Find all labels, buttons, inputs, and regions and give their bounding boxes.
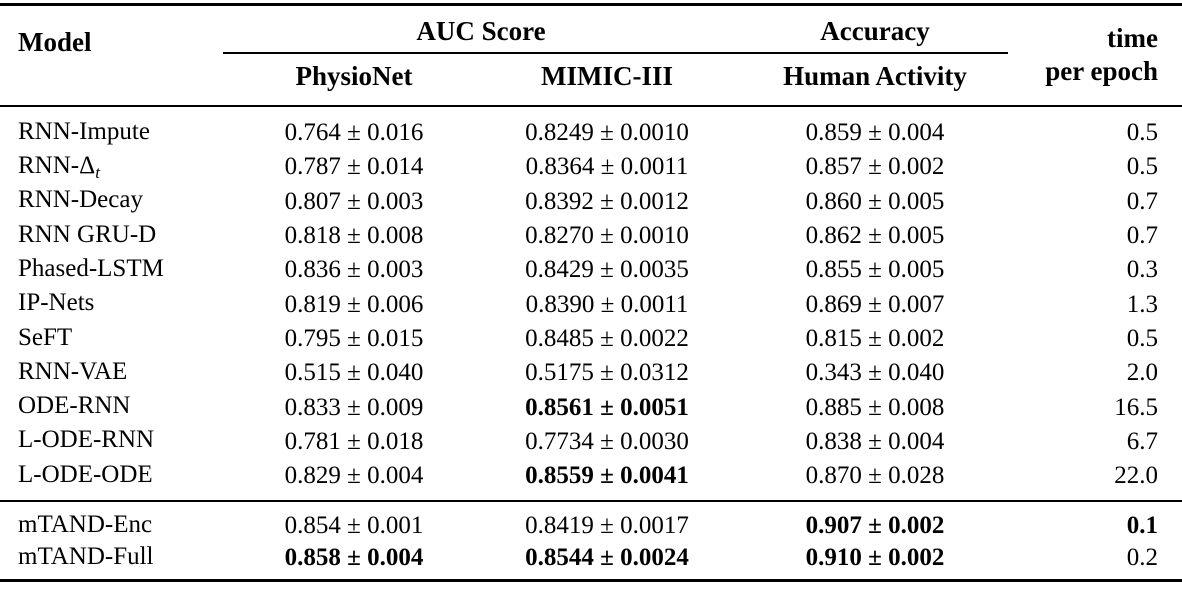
activity-cell: 0.860 ± 0.005: [805, 187, 945, 215]
model-cell: ODE-RNN: [18, 392, 131, 420]
mimic-cell: 0.8364 ± 0.0011: [525, 153, 689, 181]
model-cell: L-ODE-RNN: [18, 426, 155, 454]
physionet-cell: 0.781 ± 0.018: [284, 427, 424, 455]
activity-cell: 0.343 ± 0.040: [805, 359, 945, 387]
physionet-cell: 0.858 ± 0.004: [284, 544, 424, 571]
model-cell: RNN-VAE: [18, 357, 128, 385]
activity-cell: 0.855 ± 0.005: [805, 256, 945, 284]
column-header-time-per-epoch: time per epoch: [1045, 22, 1158, 88]
time-cell: 0.7: [1126, 187, 1158, 215]
mtand-rows: mTAND-Enc 0.854 ± 0.001 0.8419 ± 0.0017 …: [0, 510, 1182, 574]
model-cell: RNN-Impute: [18, 117, 150, 145]
time-cell: 0.1: [1126, 512, 1158, 539]
table-row: mTAND-Full 0.858 ± 0.004 0.8544 ± 0.0024…: [18, 542, 1158, 574]
group-header-auc-score: AUC Score: [416, 16, 546, 46]
physionet-cell: 0.515 ± 0.040: [284, 359, 424, 387]
table-row: RNN-VAE 0.515 ± 0.040 0.5175 ± 0.0312 0.…: [18, 356, 1158, 390]
mimic-cell: 0.8429 ± 0.0035: [525, 256, 689, 284]
time-cell: 16.5: [1114, 393, 1158, 421]
physionet-cell: 0.795 ± 0.015: [284, 324, 424, 352]
physionet-cell: 0.807 ± 0.003: [284, 187, 424, 215]
model-cell: IP-Nets: [18, 289, 95, 317]
column-header-model: Model: [18, 27, 92, 57]
model-cell: RNN-Decay: [18, 186, 143, 214]
time-cell: 1.3: [1126, 290, 1158, 318]
time-cell: 22.0: [1114, 462, 1158, 490]
mimic-cell: 0.8392 ± 0.0012: [525, 187, 689, 215]
mimic-cell: 0.8485 ± 0.0022: [525, 324, 689, 352]
group-header-accuracy: Accuracy: [820, 16, 930, 46]
mimic-cell: 0.8544 ± 0.0024: [525, 544, 689, 571]
activity-cell: 0.838 ± 0.004: [805, 427, 945, 455]
column-header-mimic: MIMIC-III: [541, 61, 673, 91]
model-cell: Phased-LSTM: [18, 254, 164, 282]
bottom-rule: [0, 579, 1182, 582]
mimic-cell: 0.5175 ± 0.0312: [525, 359, 689, 387]
group-separator-rule: [0, 500, 1182, 502]
table-row: RNN GRU-D 0.818 ± 0.008 0.8270 ± 0.0010 …: [18, 219, 1158, 253]
physionet-cell: 0.787 ± 0.014: [284, 153, 424, 181]
table-row: RNN-Impute 0.764 ± 0.016 0.8249 ± 0.0010…: [18, 116, 1158, 150]
activity-cell: 0.859 ± 0.004: [805, 119, 945, 147]
time-cell: 0.5: [1126, 119, 1158, 147]
column-header-physionet: PhysioNet: [295, 61, 413, 91]
activity-cell: 0.862 ± 0.005: [805, 222, 945, 250]
model-cell: mTAND-Enc: [18, 510, 153, 538]
time-cell: 6.7: [1126, 427, 1158, 455]
model-cell: L-ODE-ODE: [18, 460, 153, 488]
physionet-cell: 0.818 ± 0.008: [284, 222, 424, 250]
physionet-cell: 0.829 ± 0.004: [284, 462, 424, 490]
table-row: mTAND-Enc 0.854 ± 0.001 0.8419 ± 0.0017 …: [18, 510, 1158, 542]
table-row: L-ODE-RNN 0.781 ± 0.018 0.7734 ± 0.0030 …: [18, 425, 1158, 459]
mimic-cell: 0.8249 ± 0.0010: [525, 119, 689, 147]
physionet-cell: 0.836 ± 0.003: [284, 256, 424, 284]
table-row: RNN-Decay 0.807 ± 0.003 0.8392 ± 0.0012 …: [18, 185, 1158, 219]
baseline-rows: RNN-Impute 0.764 ± 0.016 0.8249 ± 0.0010…: [0, 107, 1182, 493]
physionet-cell: 0.819 ± 0.006: [284, 290, 424, 318]
physionet-cell: 0.764 ± 0.016: [284, 119, 424, 147]
table-row: L-ODE-ODE 0.829 ± 0.004 0.8559 ± 0.0041 …: [18, 459, 1158, 493]
activity-cell: 0.870 ± 0.028: [805, 462, 945, 490]
activity-cell: 0.857 ± 0.002: [805, 153, 945, 181]
model-cell: SeFT: [18, 323, 73, 351]
activity-cell: 0.885 ± 0.008: [805, 393, 945, 421]
model-cell: mTAND-Full: [18, 542, 154, 570]
header-separator-rule: [0, 105, 1182, 107]
mimic-cell: 0.8270 ± 0.0010: [525, 222, 689, 250]
column-header-human-activity: Human Activity: [783, 61, 967, 91]
activity-cell: 0.815 ± 0.002: [805, 324, 945, 352]
model-cell: RNN GRU-D: [18, 220, 157, 248]
top-rule: [0, 3, 1182, 6]
mimic-cell: 0.7734 ± 0.0030: [525, 427, 689, 455]
model-cell: RNN-Δt: [18, 152, 100, 182]
time-cell: 0.5: [1126, 324, 1158, 352]
time-cell: 2.0: [1126, 359, 1158, 387]
time-cell: 0.2: [1126, 544, 1158, 571]
activity-cell: 0.910 ± 0.002: [805, 544, 945, 571]
time-cell: 0.5: [1126, 153, 1158, 181]
table-row: SeFT 0.795 ± 0.015 0.8485 ± 0.0022 0.815…: [18, 322, 1158, 356]
physionet-cell: 0.854 ± 0.001: [284, 512, 424, 539]
time-header-line1: time: [1107, 23, 1158, 53]
time-cell: 0.7: [1126, 222, 1158, 250]
table-row: Phased-LSTM 0.836 ± 0.003 0.8429 ± 0.003…: [18, 253, 1158, 287]
time-header-line2: per epoch: [1045, 56, 1158, 86]
mimic-cell: 0.8561 ± 0.0051: [525, 393, 689, 421]
time-cell: 0.3: [1126, 256, 1158, 284]
group-header-underline: [223, 52, 1008, 54]
table-row: ODE-RNN 0.833 ± 0.009 0.8561 ± 0.0051 0.…: [18, 390, 1158, 424]
activity-cell: 0.869 ± 0.007: [805, 290, 945, 318]
mimic-cell: 0.8419 ± 0.0017: [525, 512, 689, 539]
mimic-cell: 0.8559 ± 0.0041: [525, 462, 689, 490]
physionet-cell: 0.833 ± 0.009: [284, 393, 424, 421]
table-row: IP-Nets 0.819 ± 0.006 0.8390 ± 0.0011 0.…: [18, 287, 1158, 321]
activity-cell: 0.907 ± 0.002: [805, 512, 945, 539]
mimic-cell: 0.8390 ± 0.0011: [525, 290, 689, 318]
table-row: RNN-Δt 0.787 ± 0.014 0.8364 ± 0.0011 0.8…: [18, 150, 1158, 184]
